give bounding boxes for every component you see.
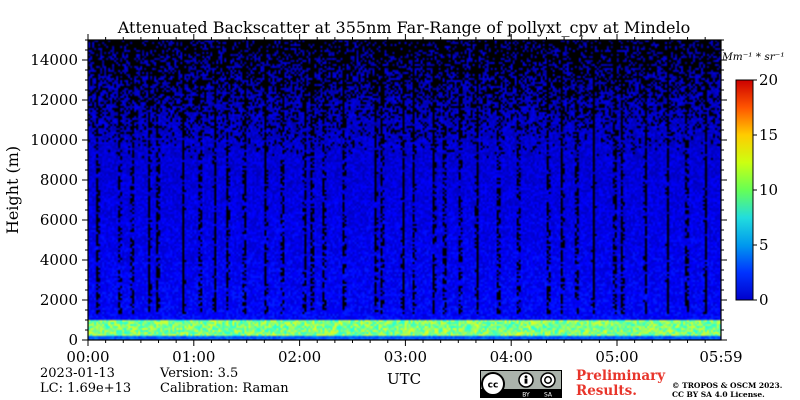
- y-tick-label: 2000: [40, 291, 78, 309]
- x-tick-label: 02:00: [278, 348, 321, 366]
- x-tick-label: 00:00: [66, 348, 109, 366]
- footer-date: 2023-01-13: [40, 366, 115, 381]
- y-tick-label: 0: [68, 331, 78, 349]
- copyright-line-1: © TROPOS & OSCM 2023.: [672, 381, 783, 390]
- x-tick-label: 05:59: [699, 348, 742, 366]
- colorbar-tick-label: 0: [759, 291, 769, 309]
- svg-text:cc: cc: [488, 381, 499, 391]
- y-tick-label: 14000: [30, 51, 78, 69]
- colorbar-tick-label: 5: [759, 236, 769, 254]
- badge-label-by: BY: [522, 391, 530, 398]
- attribution-icon: [518, 372, 534, 388]
- x-tick-label: 03:00: [384, 348, 427, 366]
- footer-version: Version: 3.5: [160, 366, 239, 381]
- colorbar-tick-label: 10: [759, 181, 778, 199]
- preliminary-results-note: Preliminary Results.: [576, 368, 666, 399]
- colorbar: [735, 79, 754, 301]
- heatmap-plot-area: [87, 39, 722, 341]
- colorbar-ticks: 0 5 10 15 20: [753, 71, 778, 309]
- y-tick-label: 4000: [40, 251, 78, 269]
- x-tick-label: 01:00: [172, 348, 215, 366]
- footer-calibration: Calibration: Raman: [160, 381, 289, 396]
- cc-icon: cc: [481, 372, 505, 396]
- badge-label-sa: SA: [544, 391, 553, 398]
- cc-license-badge: cc BY SA: [480, 370, 562, 398]
- colorbar-tick-label: 20: [759, 71, 778, 89]
- x-tick-label: 04:00: [490, 348, 533, 366]
- chart-title: Attenuated Backscatter at 355nm Far-Rang…: [117, 18, 690, 37]
- y-tick-label: 10000: [30, 131, 78, 149]
- footer-lc: LC: 1.69e+13: [40, 381, 132, 396]
- x-axis-label: UTC: [387, 370, 421, 388]
- y-tick-label: 12000: [30, 91, 78, 109]
- share-alike-icon: [540, 372, 556, 388]
- copyright-notice: © TROPOS & OSCM 2023. CC BY SA 4.0 Licen…: [672, 381, 782, 399]
- copyright-line-2: CC BY SA 4.0 License.: [672, 390, 765, 399]
- colorbar-unit-label: Mm⁻¹ * sr⁻¹: [721, 51, 785, 63]
- y-axis: 0 2000 4000 6000 8000 10000 12000 14000: [30, 39, 727, 349]
- backscatter-heatmap: [88, 40, 721, 340]
- y-tick-label: 6000: [40, 211, 78, 229]
- x-axis: 00:00 01:00 02:00 03:00 04:00 05:00 05:59: [66, 34, 743, 366]
- y-tick-label: 8000: [40, 171, 78, 189]
- x-tick-label: 05:00: [595, 348, 638, 366]
- y-axis-label: Height (m): [3, 146, 22, 234]
- colorbar-tick-label: 15: [759, 126, 778, 144]
